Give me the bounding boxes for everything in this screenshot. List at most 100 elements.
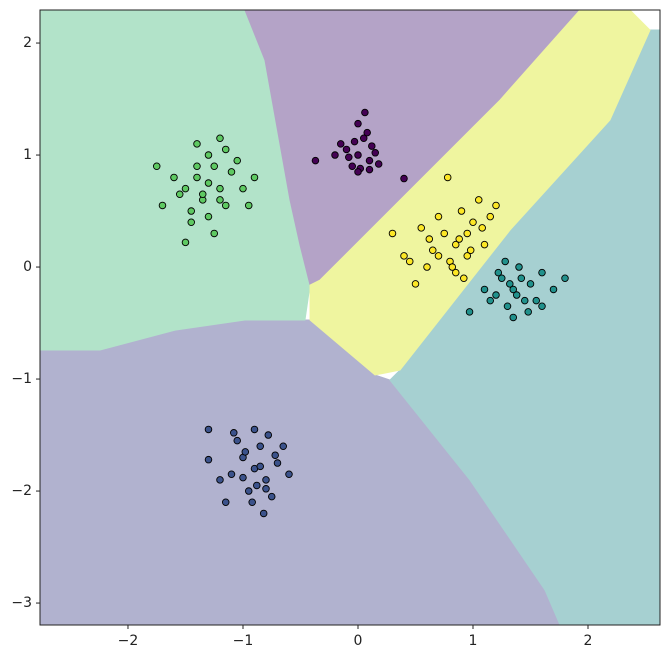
- point: [336, 140, 345, 148]
- point: [233, 436, 241, 445]
- point: [423, 263, 431, 271]
- point: [480, 240, 489, 249]
- point: [210, 162, 218, 170]
- point: [365, 165, 374, 174]
- point: [193, 162, 201, 170]
- point: [204, 212, 213, 221]
- point: [311, 156, 320, 165]
- point: [345, 153, 353, 162]
- point: [538, 268, 546, 277]
- point: [417, 224, 425, 232]
- point: [515, 263, 523, 271]
- point: [187, 218, 195, 226]
- point: [359, 134, 368, 142]
- y-tick-label: −3: [11, 595, 32, 611]
- point: [492, 291, 500, 299]
- point: [267, 492, 276, 501]
- point: [486, 296, 495, 305]
- point: [239, 184, 247, 193]
- point: [279, 442, 287, 450]
- x-tick-label: −2: [118, 633, 139, 649]
- point: [221, 201, 230, 210]
- point: [469, 218, 477, 226]
- decision-region: [309, 9, 651, 376]
- plot-frame: [39, 9, 661, 626]
- point: [210, 229, 218, 238]
- x-tick-label: 1: [469, 633, 478, 649]
- point: [152, 162, 161, 170]
- point: [216, 184, 224, 193]
- point: [521, 296, 529, 305]
- point: [538, 302, 546, 310]
- point: [221, 498, 230, 506]
- point: [198, 190, 207, 198]
- point: [532, 296, 541, 305]
- point: [474, 196, 483, 204]
- point: [512, 291, 521, 299]
- y-tick-label: 0: [23, 259, 32, 275]
- point: [256, 462, 264, 471]
- point: [175, 190, 184, 198]
- point: [354, 119, 362, 128]
- point: [405, 257, 414, 266]
- point: [354, 168, 362, 176]
- point: [501, 257, 509, 266]
- plot-area: [39, 9, 661, 626]
- point: [451, 240, 460, 249]
- point: [463, 229, 471, 238]
- point: [388, 229, 397, 238]
- point: [368, 142, 376, 150]
- point: [498, 274, 506, 282]
- point: [250, 173, 259, 182]
- point: [233, 156, 241, 165]
- point: [239, 473, 247, 482]
- point: [451, 268, 460, 277]
- point: [400, 174, 408, 183]
- point: [455, 235, 463, 243]
- point: [204, 455, 213, 464]
- point: [428, 246, 437, 254]
- point: [350, 137, 359, 146]
- point: [248, 498, 256, 506]
- point: [193, 140, 201, 148]
- point: [503, 302, 512, 310]
- point: [204, 425, 213, 434]
- point: [230, 429, 238, 437]
- point: [443, 173, 452, 182]
- point: [478, 224, 486, 232]
- point: [448, 263, 457, 271]
- point: [187, 207, 195, 215]
- point: [244, 201, 253, 210]
- point: [411, 280, 420, 288]
- point: [465, 308, 474, 316]
- point: [273, 459, 282, 467]
- y-tick-label: −1: [11, 371, 32, 387]
- point: [549, 285, 558, 294]
- point: [181, 184, 190, 193]
- x-tick-label: 0: [354, 633, 363, 649]
- point: [158, 201, 167, 210]
- point: [216, 196, 224, 204]
- point: [506, 280, 514, 288]
- point: [400, 252, 408, 260]
- point: [517, 274, 526, 282]
- point: [262, 476, 270, 484]
- point: [241, 448, 250, 456]
- point: [425, 235, 434, 243]
- point: [509, 313, 518, 322]
- point: [170, 173, 178, 182]
- point: [348, 162, 356, 170]
- y-tick-label: 2: [23, 35, 32, 51]
- point: [204, 151, 213, 159]
- point: [227, 168, 236, 176]
- point: [264, 431, 273, 439]
- point: [480, 285, 489, 294]
- point: [331, 151, 339, 159]
- point: [492, 201, 500, 210]
- point: [486, 212, 495, 221]
- point: [371, 149, 379, 157]
- point: [434, 252, 443, 260]
- point: [363, 128, 371, 137]
- point: [374, 160, 383, 168]
